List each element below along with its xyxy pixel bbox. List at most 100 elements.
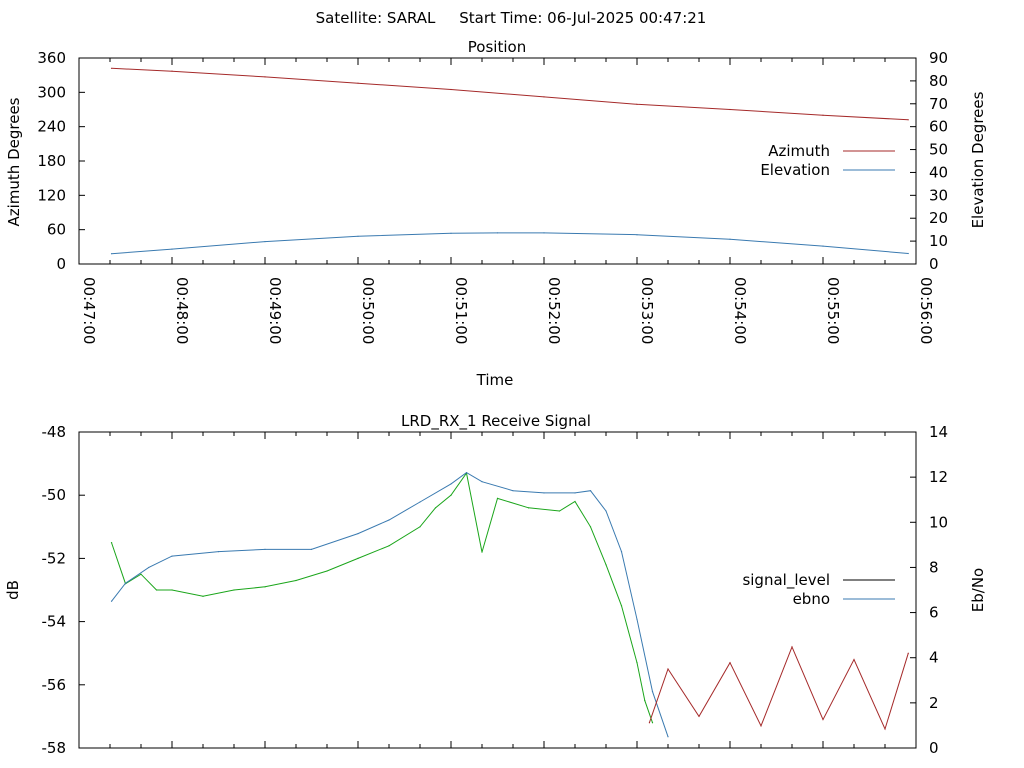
position-point-Elevation: [496, 232, 499, 234]
receive-signal-point-signal-level-post: [791, 646, 793, 648]
position-y2-tick-label: 70: [929, 95, 948, 113]
position-chart: Position 0 60 120 180 240 300 360 0 10 20 30 40 50 60…: [5, 38, 987, 389]
receive-signal-point-ebno: [264, 548, 266, 550]
position-y2-axis-label: Elevation Degrees: [969, 91, 987, 228]
position-y2-tick-label: 20: [929, 209, 948, 227]
receive-signal-legend-label: ebno: [793, 590, 830, 608]
position-point-Azimuth: [543, 96, 545, 98]
position-point-Elevation: [357, 235, 359, 237]
receive-signal-point-signal-level-post: [884, 728, 886, 730]
position-x-tick-label: 00:47:00: [80, 277, 98, 344]
receive-signal-y2-tick-label: 8: [929, 558, 939, 576]
position-x-tick-label: 00:53:00: [638, 277, 656, 344]
receive-signal-point-ebno: [110, 600, 113, 602]
receive-signal-point-signal-level-post: [907, 652, 909, 654]
position-point-Elevation: [636, 234, 638, 236]
receive-signal-point-ebno: [465, 472, 468, 474]
receive-signal-point-ebno: [419, 501, 421, 503]
position-legend-label: Elevation: [760, 161, 830, 179]
receive-signal-y-tick-label: -52: [42, 549, 67, 567]
position-y-tick-label: 300: [37, 83, 66, 101]
receive-signal-point-signal-level: [140, 573, 142, 575]
receive-signal-y2-tick-label: 0: [929, 739, 939, 757]
position-x-tick-label: 00:52:00: [545, 277, 563, 344]
position-y2-tick-label: 60: [929, 118, 948, 136]
receive-signal-point-signal-level: [605, 564, 607, 566]
receive-signal-point-signal-level-post: [729, 662, 731, 664]
receive-signal-point-ebno: [310, 548, 313, 550]
position-point-Azimuth: [907, 119, 909, 121]
position-y-tick-label: 0: [56, 255, 66, 273]
receive-signal-point-signal-level: [496, 497, 499, 499]
position-chart-title: Position: [468, 38, 526, 56]
position-point-Azimuth: [264, 76, 266, 78]
receive-signal-point-ebno: [605, 510, 607, 512]
receive-signal-point-signal-level: [527, 507, 530, 509]
position-y-axis-label: Azimuth Degrees: [5, 97, 23, 226]
receive-signal-point-signal-level-post: [760, 725, 762, 727]
receive-signal-point-signal-level: [171, 589, 173, 591]
position-point-Elevation: [171, 248, 173, 250]
position-point-Elevation: [264, 240, 266, 243]
receive-signal-point-signal-level: [388, 545, 390, 547]
position-x-tick-label: 00:55:00: [824, 277, 842, 344]
receive-signal-plot-frame: [78, 431, 917, 749]
receive-signal-y2-axis-label: Eb/No: [969, 568, 987, 612]
position-point-Azimuth: [171, 70, 173, 72]
position-y-tick-label: 360: [37, 49, 66, 67]
receive-signal-point-ebno: [543, 492, 545, 494]
receive-signal-y2-tick-label: 10: [929, 513, 948, 531]
receive-signal-point-ebno: [512, 490, 514, 492]
receive-signal-series-signal-level-post: [648, 645, 909, 731]
receive-signal-point-ebno: [171, 555, 173, 557]
receive-signal-point-signal-level-post: [648, 722, 651, 724]
receive-signal-series-signal-level: [111, 471, 653, 723]
position-y2-tick-label: 80: [929, 72, 948, 90]
receive-signal-point-signal-level: [450, 494, 452, 496]
receive-signal-legend-label: signal_level: [742, 571, 830, 590]
position-x-tick-label: 00:54:00: [731, 277, 749, 344]
position-y-tick-label: 120: [37, 186, 66, 204]
position-point-Azimuth: [450, 88, 452, 91]
receive-signal-point-ebno: [148, 566, 150, 569]
receive-signal-point-signal-level: [110, 542, 113, 544]
position-x-tick-label: 00:51:00: [452, 277, 470, 344]
position-point-Elevation: [907, 252, 909, 255]
receive-signal-point-ebno: [217, 551, 220, 553]
receive-signal-chart-title: LRD_RX_1 Receive Signal: [401, 412, 591, 431]
receive-signal-chart: LRD_RX_1 Receive Signal -58 -56 -54 -52 -50 -…: [4, 412, 987, 757]
position-x-tick-label: 00:48:00: [173, 277, 191, 344]
receive-signal-y-tick-label: -56: [42, 676, 67, 694]
receive-signal-point-ebno: [620, 551, 623, 553]
receive-signal-y-tick-label: -50: [42, 486, 67, 504]
receive-signal-point-ebno: [667, 736, 669, 738]
receive-signal-point-signal-level: [155, 589, 158, 591]
position-y2-tick-label: 10: [929, 232, 948, 250]
receive-signal-point-signal-level: [481, 551, 483, 553]
position-point-Elevation: [822, 245, 824, 247]
position-point-Azimuth: [357, 82, 359, 84]
page-title: Satellite: SARAL Start Time: 06-Jul-2025…: [316, 9, 707, 27]
receive-signal-point-signal-level-post: [667, 668, 669, 670]
receive-signal-point-signal-level: [574, 500, 576, 503]
receive-signal-point-signal-level: [651, 722, 654, 724]
receive-signal-point-signal-level: [434, 507, 437, 509]
receive-signal-point-ebno: [450, 483, 452, 485]
receive-signal-point-signal-level-post: [853, 658, 855, 661]
receive-signal-y2-tick-label: 2: [929, 694, 939, 712]
position-point-Azimuth: [636, 103, 638, 105]
receive-signal-series-ebno: [111, 472, 669, 737]
position-x-axis-label: Time: [476, 371, 514, 389]
position-y-tick-label: 180: [37, 152, 66, 170]
receive-signal-point-ebno: [651, 690, 654, 693]
position-x-tick-label: 00:56:00: [917, 277, 935, 344]
receive-signal-y-tick-label: -48: [42, 423, 67, 441]
receive-signal-point-signal-level: [644, 700, 646, 702]
receive-signal-y2-tick-label: 14: [929, 423, 948, 441]
position-point-Elevation: [729, 238, 731, 240]
receive-signal-point-signal-level: [295, 579, 297, 582]
position-y2-tick-label: 0: [929, 255, 939, 273]
receive-signal-point-signal-level: [589, 526, 592, 528]
receive-signal-point-ebno: [589, 490, 592, 492]
